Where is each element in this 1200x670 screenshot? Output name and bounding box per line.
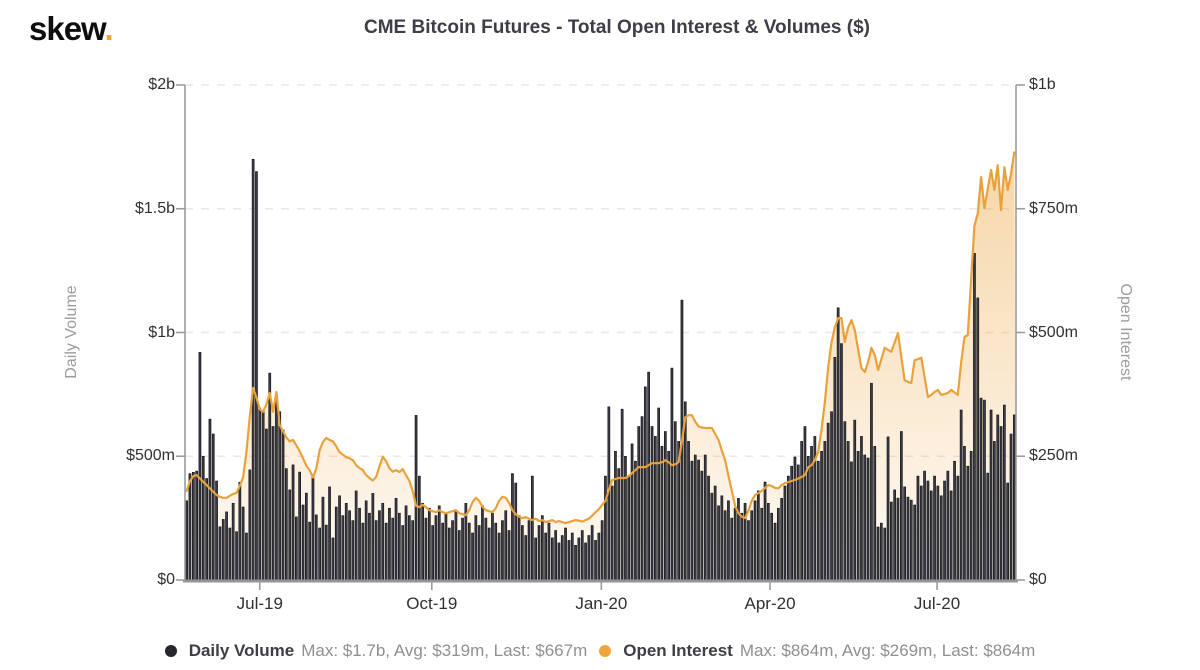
left-axis-tick-$1.5b: $1.5b	[134, 199, 175, 217]
open-interest-marker-icon	[599, 645, 612, 657]
logo-text: skew	[29, 10, 106, 47]
skew-logo: skew.	[29, 10, 114, 48]
legend-stats-daily-volume: Max: $1.7b, Avg: $319m, Last: $667m	[301, 641, 588, 660]
legend-name-daily-volume: Daily Volume	[188, 641, 295, 660]
right-axis-tick-$750m: $750m	[1029, 199, 1078, 217]
left-axis-tick-$1b: $1b	[148, 323, 175, 341]
chart-title: CME Bitcoin Futures - Total Open Interes…	[363, 17, 870, 38]
x-axis-tick-Jul-20: Jul-20	[913, 594, 961, 613]
right-axis-tick-$0: $0	[1029, 571, 1047, 588]
legend-name-open-interest: Open Interest	[623, 641, 733, 660]
daily-volume-marker-icon	[164, 645, 177, 657]
left-axis-tick-$2b: $2b	[148, 76, 175, 93]
right-axis-tick-$250m: $250m	[1029, 447, 1078, 465]
x-axis-tick-Jul-19: Jul-19	[236, 594, 283, 613]
right-axis-tick-$1b: $1b	[1029, 76, 1056, 93]
right-axis-title: Open Interest	[1117, 283, 1134, 381]
left-axis-tick-$500m: $500m	[126, 447, 175, 465]
legend-stats-open-interest: Max: $864m, Avg: $269m, Last: $864m	[739, 641, 1036, 660]
x-axis-tick-Apr-20: Apr-20	[744, 594, 796, 613]
left-axis-tick-$0: $0	[157, 571, 175, 588]
legend-item-daily-volume: Daily Volume Max: $1.7b, Avg: $319m, Las…	[164, 641, 588, 661]
x-axis-tick-Oct-19: Oct-19	[406, 594, 458, 613]
legend: Daily Volume Max: $1.7b, Avg: $319m, Las…	[0, 637, 1200, 665]
right-axis-tick-$500m: $500m	[1029, 323, 1078, 341]
legend-item-open-interest: Open Interest Max: $864m, Avg: $269m, La…	[599, 641, 1035, 661]
logo-dot: .	[104, 10, 114, 47]
left-axis-title: Daily Volume	[63, 285, 80, 379]
x-axis-tick-Jan-20: Jan-20	[575, 594, 628, 613]
